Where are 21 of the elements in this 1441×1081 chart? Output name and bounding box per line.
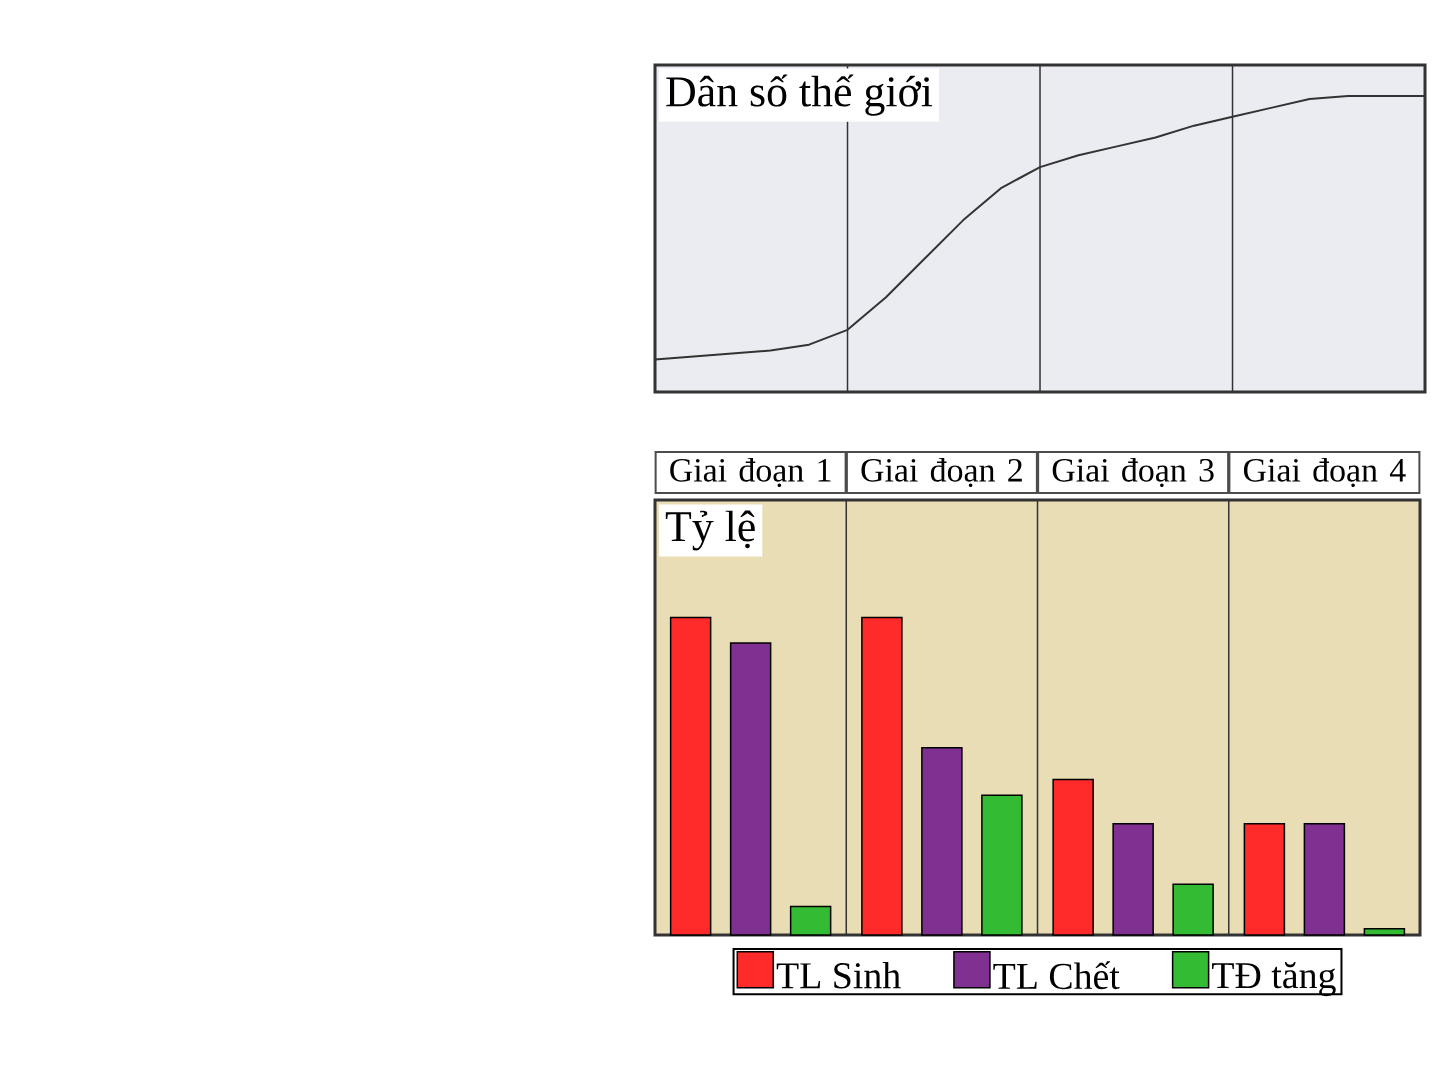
legend-label: TĐ tăng (1212, 962, 1336, 997)
bar (1243, 823, 1286, 936)
bar (1303, 823, 1346, 936)
bar (1052, 778, 1094, 936)
x-tick-label: Giai đoạn 2 (861, 457, 1022, 487)
x-tick-label: Giai đoạn 1 (670, 457, 831, 487)
bar (861, 616, 903, 936)
x-tick-label: Giai đoạn 3 (1052, 457, 1214, 487)
x-tick-label: Giai đoạn 4 (1243, 457, 1406, 487)
legend-label: TL Chết (993, 961, 1120, 990)
legend-label: TL Sinh (776, 961, 901, 989)
bar (921, 746, 963, 936)
bar (789, 905, 832, 936)
bar (1112, 823, 1154, 936)
bar (1363, 927, 1406, 936)
chart-title: Tỷ lệ (665, 510, 755, 551)
bar (981, 794, 1023, 936)
chart-title: Dân số thế giới (666, 74, 933, 116)
bar (669, 616, 712, 936)
bar (729, 642, 772, 936)
bar (1172, 883, 1214, 936)
